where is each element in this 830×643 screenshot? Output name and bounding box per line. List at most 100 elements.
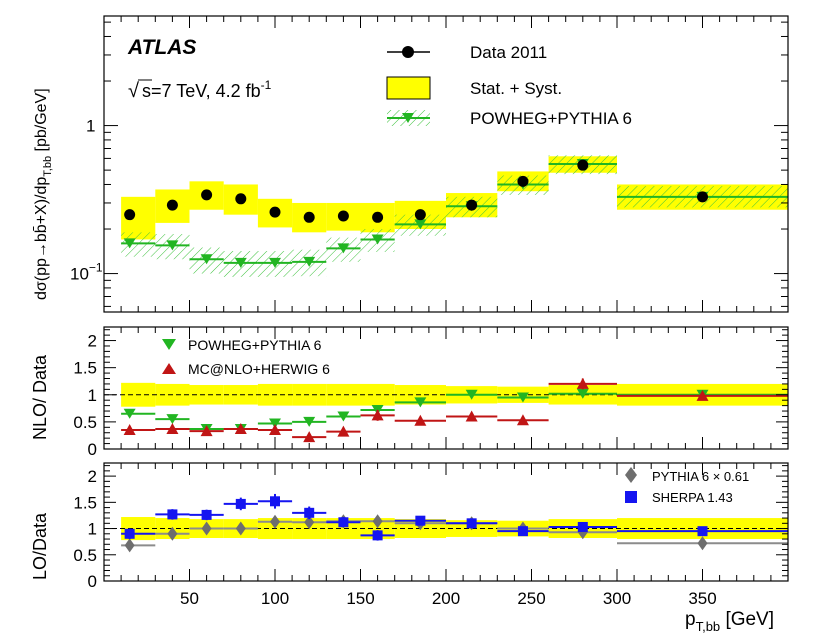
x-tick-label: 100 — [261, 589, 289, 608]
ratio-band-bin — [326, 383, 361, 406]
powheg-point — [234, 257, 247, 268]
ratio-point — [123, 408, 136, 419]
legend-nlo-powheg: POWHEG+PYTHIA 6 — [188, 337, 322, 353]
ratio-point — [414, 414, 427, 426]
data-point — [517, 175, 529, 187]
data-point — [697, 191, 708, 203]
powheg-point — [269, 257, 281, 268]
ratio-point — [269, 424, 281, 436]
ratio-point — [696, 389, 709, 401]
band-swatch-icon — [386, 76, 431, 100]
legend-band: Stat. + Syst. — [470, 79, 562, 98]
ratio-point — [123, 424, 136, 436]
diamond-icon — [625, 467, 637, 483]
ratio-point — [337, 411, 350, 422]
y-tick-label: 0 — [88, 572, 97, 591]
legend-data: Data 2011 — [470, 43, 547, 62]
data-point — [337, 210, 349, 222]
y-tick-label: 1.5 — [73, 493, 97, 512]
data-point — [414, 209, 426, 221]
ratio-point — [304, 507, 315, 518]
x-tick-label: 300 — [603, 589, 631, 608]
data-point — [124, 209, 136, 221]
data-point — [577, 159, 589, 171]
y-tick-label: 1 — [88, 386, 97, 405]
powheg-point — [303, 256, 316, 267]
x-tick-label: 150 — [346, 589, 374, 608]
powheg-point — [337, 243, 350, 254]
ratio-point — [415, 515, 426, 526]
triangle-down-icon — [402, 113, 414, 123]
ratio-point — [200, 425, 213, 437]
ratio-point — [304, 515, 315, 530]
data-point — [466, 199, 478, 211]
ratio-point — [414, 397, 427, 408]
y-tick-label: 0 — [88, 440, 97, 459]
ratio-point — [338, 517, 349, 528]
ratio-band-bin — [326, 518, 361, 540]
ratio-point — [371, 409, 384, 421]
ratio-point — [269, 418, 281, 429]
ratio-point — [372, 514, 383, 529]
ratio-point — [270, 496, 280, 507]
data-marker-icon — [402, 46, 414, 58]
data-point — [235, 193, 247, 205]
ratio-point — [697, 536, 708, 551]
nlo-ylabel: NLO/ Data — [30, 354, 50, 440]
lo-ylabel: LO/Data — [30, 512, 50, 580]
powheg-band-bin — [121, 232, 156, 257]
ratio-point — [167, 526, 178, 541]
ratio-point — [303, 431, 316, 443]
svg-text:√: √ — [128, 80, 139, 102]
y-tick-label: 2 — [88, 467, 97, 486]
ratio-point — [303, 416, 316, 427]
ratio-point — [516, 392, 529, 403]
main-panel: 10−1 1 ATLAS √ s=7 TeV, 4.2 fb-1 Data 201… — [33, 15, 789, 313]
powheg-point — [123, 238, 136, 249]
data-point — [201, 189, 213, 201]
ratio-point — [270, 514, 280, 529]
data-point — [303, 211, 315, 223]
atlas-label: ATLAS — [127, 36, 196, 59]
nlo-legend: POWHEG+PYTHIA 6 MC@NLO+HERWIG 6 — [162, 337, 330, 377]
ratio-point — [577, 521, 588, 532]
nlo-ratio-panel: 0 0.5 1 1.5 2 POWHEG+PYTHIA 6 MC@NLO+HERWIG … — [30, 326, 789, 459]
x-tick-label: 350 — [688, 589, 716, 608]
energy-label: √ s=7 TeV, 4.2 fb-1 — [128, 78, 272, 102]
lo-legend: PYTHIA 6 × 0.61 SHERPA 1.43 — [625, 467, 749, 505]
powheg-point — [371, 234, 384, 245]
ratio-point — [124, 538, 135, 553]
ratio-point — [201, 509, 212, 520]
triangle-up-icon — [162, 363, 176, 374]
y-tick-label: 1 — [88, 520, 97, 539]
ratio-point — [166, 422, 179, 434]
data-point — [166, 199, 178, 211]
powheg-point — [414, 219, 427, 230]
ratio-band-bin — [292, 383, 327, 406]
y-tick-label: 10−1 — [70, 261, 103, 284]
legend-lo-sherpa: SHERPA 1.43 — [652, 490, 733, 505]
y-tick-label: 1.5 — [73, 359, 97, 378]
data-point — [372, 211, 384, 223]
ratio-point — [124, 528, 135, 539]
x-axis-label: pT,bb [GeV] — [685, 609, 774, 634]
legend-nlo-mcatnlo: MC@NLO+HERWIG 6 — [188, 361, 330, 377]
ratio-point — [576, 377, 589, 389]
legend-powheg: POWHEG+PYTHIA 6 — [470, 109, 632, 128]
x-tick-label: 250 — [517, 589, 545, 608]
triangle-down-icon — [162, 339, 176, 350]
ratio-point — [465, 389, 478, 400]
ratio-point — [516, 414, 529, 426]
y-tick-label: 0.5 — [73, 413, 97, 432]
ratio-point — [235, 521, 246, 536]
powheg-point — [166, 240, 179, 251]
x-tick-label: 200 — [432, 589, 460, 608]
ratio-point — [372, 530, 383, 541]
svg-text:s=7 TeV, 4.2 fb-1: s=7 TeV, 4.2 fb-1 — [142, 78, 272, 101]
powheg-point — [200, 254, 213, 265]
main-ylabel: dσ(pp→bb̄+X)/dpT,bb [pb/GeV] — [33, 88, 54, 300]
ratio-point — [166, 414, 179, 425]
ratio-point — [235, 498, 246, 509]
ratio-point — [517, 526, 528, 537]
